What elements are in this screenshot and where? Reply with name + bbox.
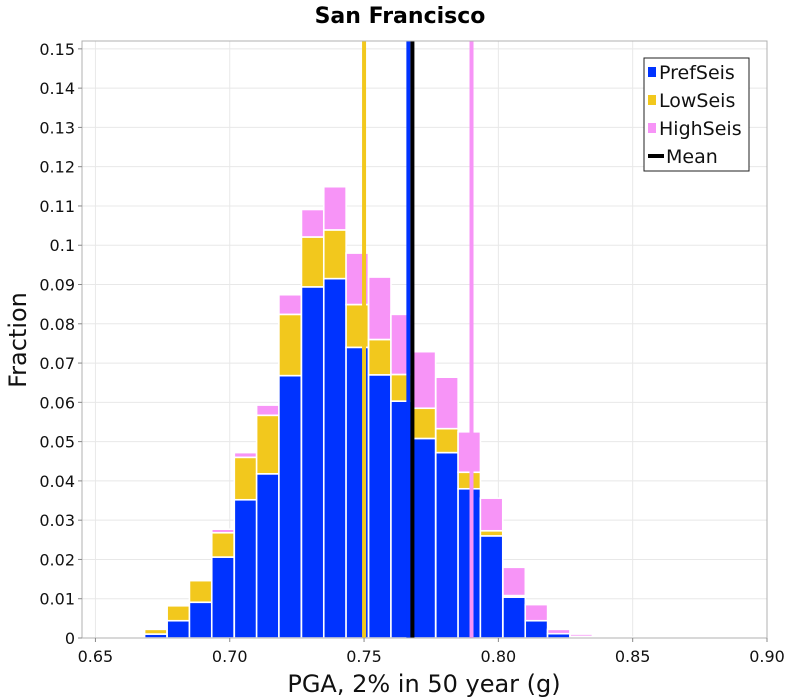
- legend-label-highseis: HighSeis: [659, 118, 742, 140]
- bar-highseis: [434, 376, 459, 430]
- bar-highseis: [457, 430, 482, 474]
- bar-highseis: [255, 404, 280, 417]
- legend-swatch-mean: [648, 154, 664, 158]
- bar-prefseis: [434, 451, 459, 639]
- bar-highseis: [524, 603, 549, 622]
- y-tick-label: 0.11: [39, 197, 75, 216]
- bar-highseis: [367, 276, 392, 341]
- bar-lowseis: [255, 414, 280, 475]
- x-tick-label: 0.75: [346, 647, 382, 666]
- bar-prefseis: [322, 277, 347, 639]
- y-axis-ticks: 0 0.01 0.02 0.03 0.04 0.05 0.06 0.07 0.08 0.09 0.1…: [39, 40, 82, 648]
- bar-prefseis: [188, 601, 213, 639]
- y-tick-label: 0.09: [39, 276, 75, 295]
- bar-lowseis: [434, 427, 459, 454]
- x-tick-label: 0.85: [615, 647, 651, 666]
- bar-highseis: [546, 628, 571, 635]
- y-tick-label: 0: [65, 629, 75, 648]
- y-tick-label: 0.13: [39, 118, 75, 137]
- y-tick-label: 0.07: [39, 354, 75, 373]
- bar-highseis: [210, 528, 235, 534]
- bar-highseis: [591, 635, 616, 639]
- bar-lowseis: [367, 338, 392, 376]
- legend-swatch-highseis: [648, 123, 656, 133]
- legend-swatch-prefseis: [648, 67, 656, 77]
- y-tick-label: 0.15: [39, 40, 75, 59]
- y-tick-label: 0.03: [39, 511, 75, 530]
- y-tick-label: 0.04: [39, 472, 75, 491]
- x-tick-label: 0.65: [78, 647, 114, 666]
- bar-prefseis: [166, 619, 191, 639]
- bar-lowseis: [412, 407, 437, 440]
- legend-swatch-lowseis: [648, 95, 656, 105]
- bar-lowseis: [166, 604, 191, 622]
- bar-highseis: [278, 293, 303, 316]
- reference-lines: [362, 41, 474, 638]
- bar-highseis: [479, 497, 504, 532]
- bar-highseis: [569, 633, 594, 638]
- bar-prefseis: [524, 619, 549, 639]
- legend-label-prefseis: PrefSeis: [659, 62, 735, 84]
- bar-highseis: [502, 566, 527, 597]
- legend-box: [643, 57, 750, 172]
- bar-prefseis: [278, 374, 303, 639]
- x-tick-label: 0.80: [481, 647, 517, 666]
- x-axis-ticks: 0.65 0.70 0.75 0.80 0.85 0.90: [78, 638, 785, 666]
- bar-prefseis: [479, 535, 504, 639]
- x-axis-title: PGA, 2% in 50 year (g): [287, 670, 560, 698]
- y-tick-label: 0.12: [39, 158, 75, 177]
- y-tick-label: 0.01: [39, 590, 75, 609]
- y-tick-label: 0.08: [39, 315, 75, 334]
- bar-prefseis: [233, 498, 258, 639]
- bar-prefseis: [255, 473, 280, 639]
- bar-lowseis: [278, 313, 303, 377]
- bar-highseis: [233, 451, 258, 459]
- plot-frame: [81, 40, 768, 639]
- legend-label-lowseis: LowSeis: [659, 90, 735, 112]
- bar-prefseis: [457, 487, 482, 639]
- y-tick-label: 0.02: [39, 550, 75, 569]
- bar-lowseis: [300, 236, 325, 288]
- bar-prefseis: [502, 596, 527, 639]
- bar-lowseis: [121, 634, 146, 638]
- bar-highseis: [412, 350, 437, 410]
- x-tick-label: 0.70: [212, 647, 248, 666]
- bar-prefseis: [300, 286, 325, 639]
- bar-prefseis: [367, 374, 392, 639]
- y-tick-label: 0.1: [50, 236, 75, 255]
- bar-prefseis: [210, 556, 235, 639]
- y-axis-title: Fraction: [4, 292, 32, 388]
- bar-lowseis: [210, 531, 235, 558]
- bar-highseis: [300, 208, 325, 238]
- bar-lowseis: [233, 456, 258, 501]
- x-tick-label: 0.90: [749, 647, 785, 666]
- chart-title: San Francisco: [315, 4, 486, 29]
- legend: PrefSeis LowSeis HighSeis Mean: [643, 57, 750, 172]
- bar-lowseis: [143, 628, 168, 635]
- y-tick-label: 0.06: [39, 393, 75, 412]
- bar-lowseis: [457, 471, 482, 490]
- legend-label-mean: Mean: [666, 146, 718, 168]
- bar-highseis: [322, 185, 347, 231]
- y-tick-label: 0.14: [39, 79, 75, 98]
- bar-lowseis: [322, 229, 347, 280]
- bar-prefseis: [412, 437, 437, 639]
- bar-lowseis: [188, 579, 213, 604]
- y-tick-label: 0.05: [39, 433, 75, 452]
